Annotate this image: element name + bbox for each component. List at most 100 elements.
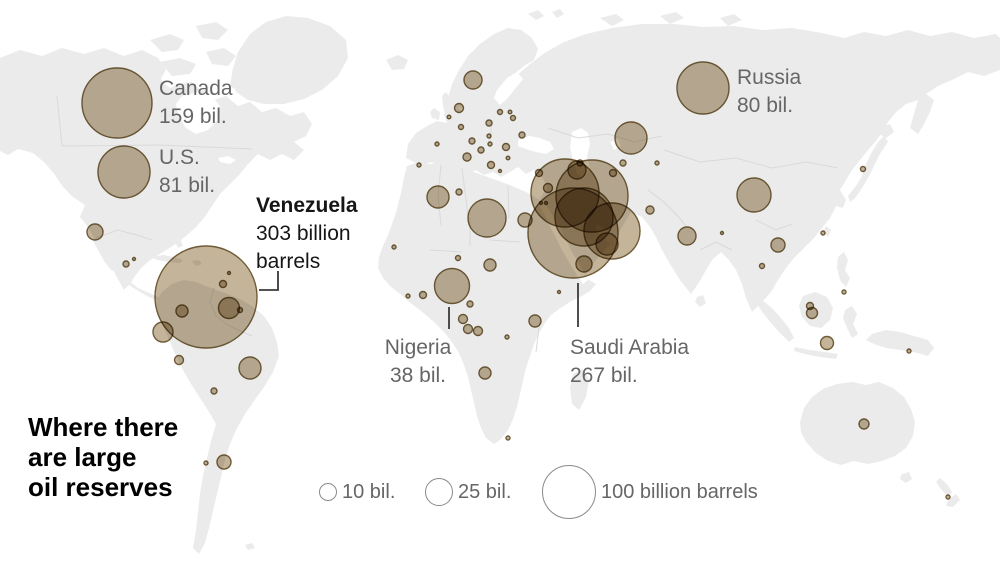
legend-circle-25 (425, 478, 453, 506)
bubble-china (736, 177, 772, 213)
bubble-canada (81, 67, 153, 139)
bubble-venezuela (154, 245, 258, 349)
bubble-mexico (86, 223, 104, 241)
bubble-niger (454, 254, 462, 262)
bubble-bangladesh (719, 230, 725, 236)
bubble-indonesia (819, 335, 835, 351)
chart-title-line1: Where there (28, 412, 179, 442)
bubble-romania (501, 142, 511, 152)
chart-title: Where there are large oil reserves (28, 412, 178, 502)
bubble-tunisia (455, 188, 463, 196)
bubble-tobago-dot (226, 270, 232, 276)
bubble-japan (859, 165, 867, 173)
bubble-pakistan (645, 205, 655, 215)
venezuela-label-value-1: 303 billion (256, 222, 351, 245)
bubble-equatorial-guinea (457, 313, 469, 325)
legend-label-10: 10 bil. (342, 480, 396, 503)
us-label-value: 81 bil. (159, 174, 216, 197)
bubble-bolivia (210, 387, 218, 395)
bubble-lithuania (507, 109, 513, 115)
bubble-greece (497, 168, 503, 174)
bubble-libya (467, 198, 507, 238)
bubble-egypt (517, 212, 533, 228)
bubble-brazil (238, 356, 262, 380)
bubble-oman (575, 255, 593, 273)
bubble-taiwan (820, 230, 826, 236)
bubble-uzbekistan (619, 159, 627, 167)
bubble-chad (391, 244, 397, 250)
russia-label: Russia 80 bil. (737, 64, 801, 120)
venezuela-label-name: Venezuela (256, 194, 358, 217)
bubble-trinidad (218, 279, 228, 289)
bubble-peru (173, 354, 185, 366)
bubble-congo (472, 325, 484, 337)
russia-label-name: Russia (737, 66, 802, 89)
bubble-russia (676, 61, 730, 115)
bubble-turkmenistan (608, 168, 618, 178)
bubble-croatia (477, 146, 485, 154)
venezuela-label: Venezuela 303 billion barrels (256, 192, 358, 276)
bubble-serbia (505, 155, 511, 161)
bubble-albania (486, 160, 496, 170)
bubble-south-africa (505, 435, 511, 441)
bubble-cote-divoire (418, 290, 428, 300)
legend-item-25: 25 bil. (425, 465, 511, 519)
canada-label: Canada 159 bil. (159, 75, 233, 131)
bubble-qatar (595, 232, 619, 256)
bubble-morocco (416, 162, 422, 168)
saudi-label: Saudi Arabia 267 bil. (570, 334, 689, 390)
bubble-israel (538, 200, 544, 206)
bubble-new-zealand (945, 494, 951, 500)
nigeria-label-value: 38 bil. (389, 364, 447, 387)
bubble-colombia (175, 304, 189, 318)
bubble-czechia (486, 133, 492, 139)
bubble-tajikistan (654, 160, 660, 166)
bubble-gabon (462, 323, 474, 335)
legend-label-25: 25 bil. (458, 480, 512, 503)
bubble-australia (858, 418, 870, 430)
bubble-india (677, 226, 697, 246)
leader-lines (259, 271, 579, 329)
bubble-cameroon (466, 300, 474, 308)
bubble-syria (542, 182, 554, 194)
bubble-argentina (216, 454, 232, 470)
bubble-italy (462, 152, 472, 162)
bubble-ecuador (152, 321, 174, 343)
saudi-label-value: 267 bil. (570, 364, 638, 387)
bubble-united-states (97, 145, 151, 199)
bubble-vietnam (770, 237, 786, 253)
bubble-nigeria (433, 267, 471, 305)
us-label: U.S. 81 bil. (159, 144, 215, 200)
bubble-norway (463, 70, 483, 90)
bubble-germany (485, 119, 493, 127)
bubble-thailand (758, 262, 766, 270)
bubble-jordan (543, 200, 549, 206)
bubble-ukraine (518, 131, 526, 139)
bubble-united-kingdom (453, 102, 465, 114)
bubble-papua-new-guinea (906, 348, 912, 354)
bubble-guyana (217, 296, 241, 320)
saudi-label-name: Saudi Arabia (570, 336, 690, 359)
bubble-angola (478, 366, 492, 380)
bubble-brunei (805, 301, 815, 311)
bubble-layer (81, 61, 951, 500)
bubble-belize (131, 256, 137, 262)
chart-title-line3: oil reserves (28, 472, 173, 502)
bubble-kazakhstan (614, 121, 648, 155)
bubble-philippines (841, 289, 847, 295)
bubble-netherlands (446, 114, 452, 120)
bubble-georgia (576, 159, 584, 167)
canada-label-value: 159 bil. (159, 105, 227, 128)
bubble-eritrea (556, 289, 562, 295)
bubble-ghana (405, 293, 411, 299)
legend-item-100: 100 billion barrels (542, 465, 758, 519)
venezuela-label-value-2: barrels (256, 250, 321, 273)
bubble-guatemala (122, 260, 130, 268)
legend-item-10: 10 bil. (319, 465, 395, 519)
nigeria-label: Nigeria 38 bil. (368, 334, 468, 390)
bubble-chile (203, 460, 209, 466)
canada-label-name: Canada (159, 77, 233, 100)
bubble-spain (434, 141, 440, 147)
venezuela-leader-line (259, 271, 279, 291)
